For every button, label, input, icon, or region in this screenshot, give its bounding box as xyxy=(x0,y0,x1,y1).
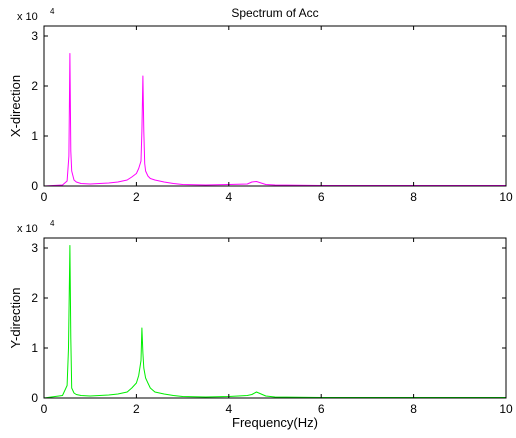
x-axis-label: Frequency(Hz) xyxy=(232,415,318,430)
y-axis-label: X-direction xyxy=(8,75,23,137)
x-tick-label: 6 xyxy=(318,190,325,204)
chart-title: Spectrum of Acc xyxy=(231,6,318,20)
y-tick-label: 0 xyxy=(31,179,38,193)
x-tick-label: 10 xyxy=(499,402,513,416)
x-tick-label: 4 xyxy=(225,190,232,204)
y-exponent-label: x 10 xyxy=(17,11,38,23)
y-axis-label: Y-direction xyxy=(8,288,23,349)
y-tick-label: 3 xyxy=(31,241,38,255)
y-exponent-power: 4 xyxy=(50,7,55,16)
y-tick-label: 1 xyxy=(31,341,38,355)
x-tick-label: 4 xyxy=(225,402,232,416)
y-exponent-power: 4 xyxy=(50,219,55,228)
x-tick-label: 2 xyxy=(133,402,140,416)
y-tick-label: 2 xyxy=(31,291,38,305)
x-tick-label: 10 xyxy=(499,190,513,204)
x-tick-label: 8 xyxy=(410,190,417,204)
plot-frame-0 xyxy=(43,25,507,187)
y-exponent-label: x 10 xyxy=(17,223,38,235)
x-tick-label: 6 xyxy=(318,402,325,416)
series-line-1 xyxy=(43,245,506,399)
y-tick-label: 3 xyxy=(31,29,38,43)
series-line-0 xyxy=(43,53,506,187)
plot-frame-1 xyxy=(43,237,507,399)
x-tick-label: 0 xyxy=(41,190,48,204)
x-tick-label: 2 xyxy=(133,190,140,204)
y-tick-label: 1 xyxy=(31,129,38,143)
x-tick-label: 8 xyxy=(410,402,417,416)
y-tick-label: 0 xyxy=(31,391,38,405)
x-tick-label: 0 xyxy=(41,402,48,416)
y-tick-label: 2 xyxy=(31,79,38,93)
